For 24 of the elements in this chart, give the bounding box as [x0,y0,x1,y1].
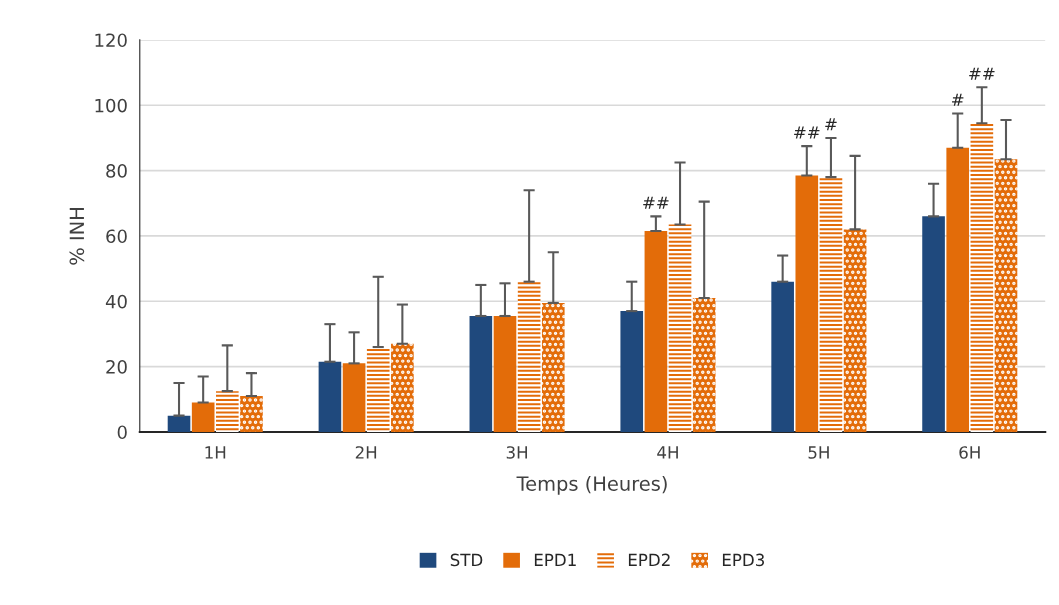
legend-label: EPD1 [534,553,576,566]
x-axis-title: Temps (Heures) [516,475,667,495]
x-tick-label: 4H [657,446,678,459]
annotation: # [825,118,837,131]
y-tick-label: 100 [95,98,127,113]
y-tick-label: 80 [106,164,127,178]
annotation: ## [794,126,820,139]
legend-label: EPD3 [722,553,764,567]
y-tick-label: 120 [95,33,127,48]
x-tick-label: 2H [355,446,377,459]
legend-label: STD [450,553,483,567]
legend-label: EPD2 [628,553,670,566]
x-tick-label: 3H [506,446,527,459]
annotation: ## [643,196,669,209]
y-tick-label: 40 [105,294,127,309]
y-axis-title: % INH [69,208,85,265]
y-tick-label: 0 [117,425,127,440]
y-tick-label: 60 [106,229,127,244]
x-tick-label: 1H [205,446,226,459]
annotation: # [952,93,964,106]
x-tick-label: 5H [808,446,829,459]
y-tick-label: 20 [106,360,127,374]
annotation: ## [969,67,995,80]
x-tick-label: 6H [959,446,980,459]
